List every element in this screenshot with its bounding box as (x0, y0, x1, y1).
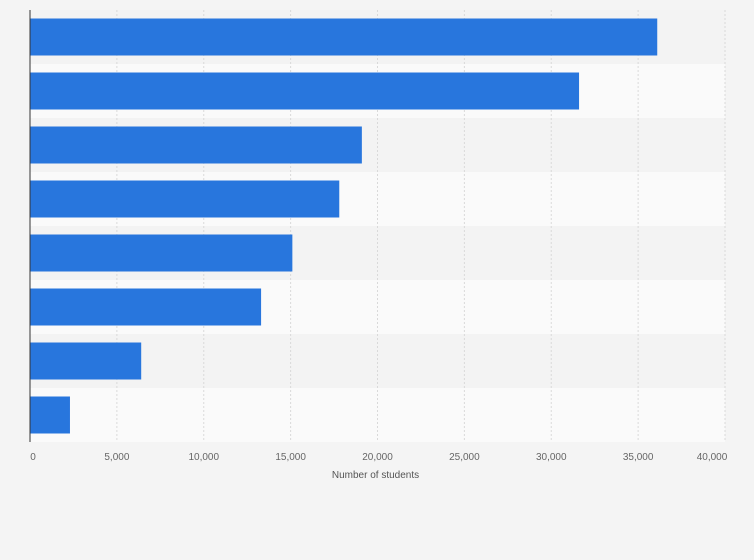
bar[interactable] (30, 288, 262, 326)
x-tick-label: 35,000 (623, 452, 654, 463)
x-tick-label: 15,000 (275, 452, 306, 463)
x-axis-title: Number of students (332, 470, 419, 481)
x-tick-label: 30,000 (536, 452, 567, 463)
bar[interactable] (30, 72, 580, 110)
bar[interactable] (30, 396, 70, 434)
bar[interactable] (30, 234, 293, 272)
x-tick-label: 10,000 (188, 452, 219, 463)
x-tick-label: 5,000 (104, 452, 129, 463)
x-tick-label: 20,000 (362, 452, 393, 463)
bar[interactable] (30, 18, 658, 56)
bar[interactable] (30, 342, 142, 380)
x-tick-label: 25,000 (449, 452, 480, 463)
bar[interactable] (30, 126, 362, 164)
x-tick-label: 0 (30, 452, 36, 463)
bar[interactable] (30, 180, 340, 218)
x-tick-labels: 0 5,000 10,000 15,000 20,000 25,000 30,000 35,0… (30, 452, 728, 463)
bars (30, 18, 658, 434)
x-tick-label: 40,000 (697, 452, 728, 463)
